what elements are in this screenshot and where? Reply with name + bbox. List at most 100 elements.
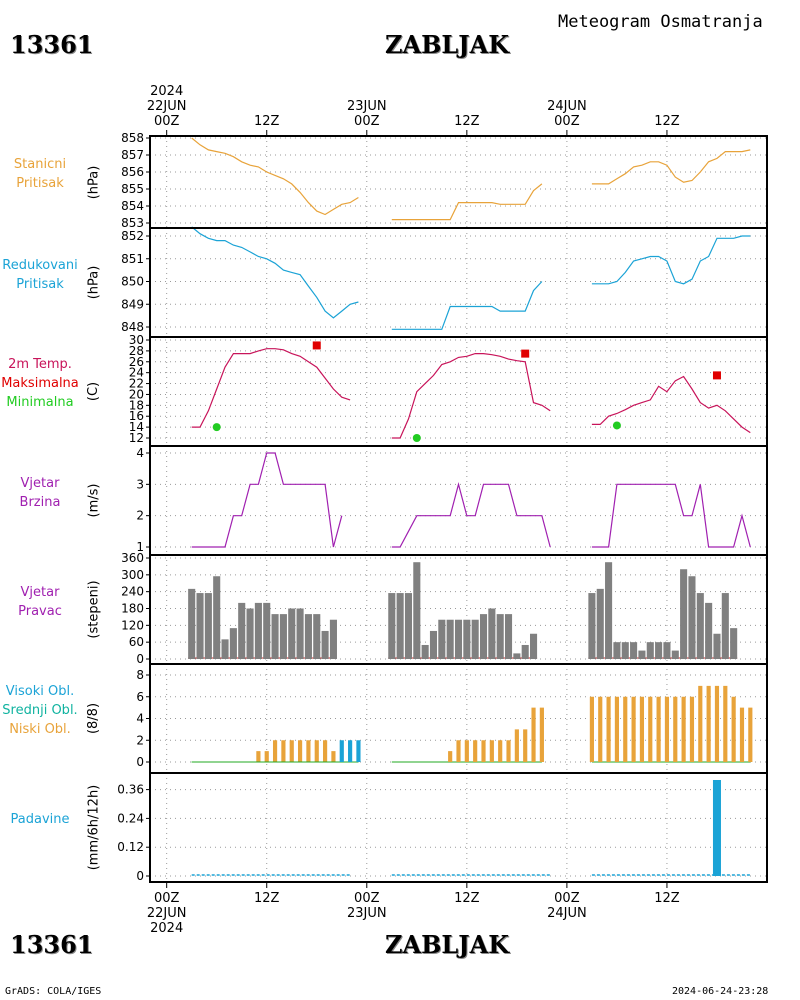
station-pressure-ytick-label: 855 bbox=[121, 182, 144, 196]
wind-direction-bar bbox=[638, 650, 646, 659]
cloud-cover-bar bbox=[456, 740, 461, 762]
wind-direction-bar bbox=[680, 569, 688, 659]
reduced-pressure-series-line bbox=[191, 226, 359, 319]
station-pressure-series-line bbox=[591, 149, 751, 185]
station-id-bottom: 13361 bbox=[10, 930, 94, 959]
wind-direction-bar bbox=[730, 628, 738, 659]
wind-direction-bar bbox=[404, 593, 413, 659]
wind-direction-bar bbox=[630, 642, 638, 659]
wind-direction-bar bbox=[263, 602, 271, 659]
wind-direction-ytick-label: 0 bbox=[136, 652, 144, 666]
station-pressure-ytick-label: 854 bbox=[121, 199, 144, 213]
wind-speed-ytick-label: 1 bbox=[136, 540, 144, 554]
station-pressure-series-line bbox=[391, 183, 543, 221]
cloud-cover-bar bbox=[731, 696, 736, 762]
wind-direction-bar bbox=[429, 630, 438, 659]
reduced-pressure-ytick-label: 848 bbox=[121, 320, 144, 334]
temperature-series-line bbox=[191, 348, 351, 428]
cloud-cover-ytick-label: 4 bbox=[136, 712, 144, 726]
wind-speed-series-line bbox=[191, 452, 343, 548]
wind-speed-ytick-label: 4 bbox=[136, 446, 144, 460]
temperature-ytick-label: 28 bbox=[129, 344, 144, 358]
reduced-pressure-label: Redukovani bbox=[2, 257, 78, 273]
wind-direction-bar bbox=[329, 619, 337, 659]
reduced-pressure-ytick-label: 851 bbox=[121, 252, 144, 266]
temperature-ytick-label: 26 bbox=[129, 355, 144, 369]
cloud-cover-bar bbox=[356, 740, 361, 762]
wind-direction-bar bbox=[696, 593, 704, 659]
cloud-cover-bar bbox=[531, 707, 536, 762]
cloud-cover-bar bbox=[739, 707, 745, 762]
time-label: 00Z bbox=[153, 114, 180, 129]
time-label: 23JUN bbox=[346, 906, 387, 921]
cloud-cover-bar bbox=[514, 729, 519, 762]
wind-direction-bar bbox=[396, 593, 404, 659]
cloud-cover-bar bbox=[539, 707, 544, 762]
wind-direction-bar bbox=[605, 562, 613, 659]
wind-direction-label: Pravac bbox=[18, 603, 62, 619]
time-label: 00Z bbox=[354, 114, 380, 129]
wind-direction-bar bbox=[613, 642, 621, 659]
cloud-cover-ytick-label: 6 bbox=[136, 690, 144, 704]
wind-direction-bar bbox=[596, 588, 604, 659]
time-label: 23JUN bbox=[346, 99, 387, 114]
time-label: 12Z bbox=[253, 891, 280, 906]
cloud-cover-bar bbox=[698, 685, 703, 762]
wind-direction-bar bbox=[521, 644, 529, 659]
temp-max-marker bbox=[521, 349, 530, 358]
wind-direction-ytick-label: 240 bbox=[121, 585, 144, 599]
cloud-cover-bar bbox=[314, 740, 319, 762]
precipitation-ytick-label: 0.12 bbox=[117, 840, 144, 854]
cloud-cover-bar bbox=[606, 696, 611, 762]
wind-direction-bar bbox=[204, 593, 212, 659]
temperature-ytick-label: 22 bbox=[129, 377, 144, 391]
temperature-series-line bbox=[591, 375, 751, 434]
temperature-label: Minimalna bbox=[6, 395, 74, 410]
wind-direction-bar bbox=[646, 642, 654, 659]
cloud-cover-bar bbox=[673, 696, 678, 762]
station-id-top: 13361 bbox=[10, 30, 94, 59]
reduced-pressure-frame bbox=[149, 227, 768, 338]
wind-speed-ytick-label: 3 bbox=[136, 477, 144, 491]
cloud-cover-bar bbox=[323, 740, 328, 762]
time-label: 12Z bbox=[654, 891, 680, 906]
cloud-cover-bar bbox=[648, 696, 653, 762]
cloud-cover-bar bbox=[289, 740, 294, 762]
temperature-ytick-label: 20 bbox=[129, 387, 144, 401]
temp-max-marker bbox=[712, 371, 721, 380]
precipitation-label: Padavine bbox=[10, 812, 70, 827]
wind-direction-bar bbox=[213, 576, 221, 659]
cloud-cover-ytick-label: 2 bbox=[136, 733, 144, 747]
station-name-bottom: ZABLJAK bbox=[385, 930, 510, 959]
wind-direction-ytick-label: 60 bbox=[129, 635, 144, 649]
wind-direction-bar bbox=[655, 642, 663, 659]
precipitation-bar bbox=[712, 780, 721, 876]
time-label: 2024 bbox=[150, 84, 184, 99]
wind-direction-bar bbox=[438, 619, 446, 659]
precipitation-ytick-label: 0.36 bbox=[117, 783, 144, 797]
station-pressure-label: Stanicni bbox=[13, 157, 67, 172]
generation-timestamp: 2024-06-24-23:28 bbox=[672, 986, 769, 997]
cloud-cover-bar bbox=[656, 696, 661, 762]
precipitation-ytick-label: 0.24 bbox=[117, 811, 144, 825]
cloud-cover-bar bbox=[464, 740, 469, 762]
wind-direction-bar bbox=[479, 614, 488, 659]
station-pressure-ytick-label: 857 bbox=[121, 148, 144, 162]
wind-direction-bar bbox=[254, 602, 262, 659]
wind-direction-bar bbox=[588, 593, 596, 659]
temperature-label: 2m Temp. bbox=[8, 357, 72, 372]
wind-direction-bar bbox=[279, 614, 287, 659]
station-pressure-series-line bbox=[191, 137, 359, 216]
cloud-cover-bar bbox=[331, 751, 336, 762]
cloud-cover-bar bbox=[306, 740, 311, 762]
cloud-cover-bar bbox=[489, 740, 494, 762]
time-label: 22JUN bbox=[146, 906, 187, 921]
wind-speed-label: Brzina bbox=[19, 494, 61, 510]
station-pressure-label: Pritisak bbox=[16, 176, 64, 191]
wind-direction-bar bbox=[288, 608, 296, 659]
cloud-cover-bar bbox=[264, 751, 269, 762]
temp-min-marker bbox=[612, 421, 621, 430]
cloud-cover-bar bbox=[639, 696, 645, 762]
wind-direction-bar bbox=[246, 608, 254, 659]
